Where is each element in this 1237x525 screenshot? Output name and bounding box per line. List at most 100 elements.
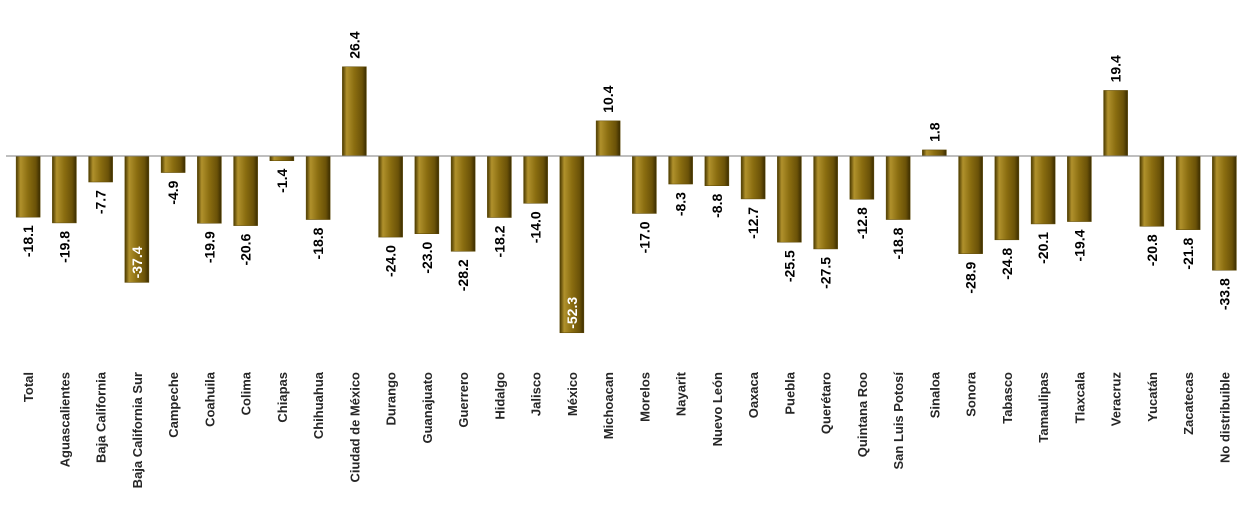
bar-chiapas xyxy=(269,155,295,161)
bar-no-distribuible xyxy=(1212,155,1237,271)
bar-quintana-roo xyxy=(849,155,875,200)
value-label-no-distribuible: -33.8 xyxy=(1216,278,1232,310)
bar-hidalgo xyxy=(487,155,512,218)
bar-coahuila xyxy=(197,155,222,224)
bar-puebla xyxy=(777,155,802,243)
category-label-guerrero: Guerrero xyxy=(456,372,471,428)
value-label-nuevo-leon: -8.8 xyxy=(709,194,725,218)
category-label-sinaloa: Sinaloa xyxy=(927,371,942,418)
category-label-chiapas: Chiapas xyxy=(275,372,290,423)
category-label-puebla: Puebla xyxy=(782,371,797,414)
value-labels-group: -18.1 -19.8 -7.7 -37.4 -4.9 -19.9 -20.6 -1.4 -18… xyxy=(20,31,1232,328)
category-label-san-luis-potosi: San Luis Potosí xyxy=(891,372,906,470)
category-label-jalisco: Jalisco xyxy=(529,372,544,416)
value-label-sinaloa: 1.8 xyxy=(926,122,942,142)
value-label-tabasco: -24.8 xyxy=(999,248,1015,280)
value-label-oaxaca: -12.7 xyxy=(745,207,761,239)
bar-yucatan xyxy=(1139,155,1165,227)
bar-durango xyxy=(378,155,403,238)
bar-total xyxy=(15,155,41,218)
category-label-quintana-roo: Quintana Roo xyxy=(855,372,870,457)
category-labels-group: Total Aguascalientes Baja California Baja C… xyxy=(21,371,1232,488)
category-label-durango: Durango xyxy=(384,372,399,426)
bar-veracruz xyxy=(1103,90,1128,157)
category-label-tabasco: Tabasco xyxy=(1000,372,1015,424)
category-label-mexico: México xyxy=(565,372,580,416)
bar-nuevo-leon xyxy=(704,155,730,186)
category-label-nayarit: Nayarit xyxy=(674,371,689,416)
category-label-sonora: Sonora xyxy=(964,371,979,417)
value-label-michoacan: 10.4 xyxy=(600,85,616,112)
category-label-nuevo-leon: Nuevo León xyxy=(710,372,725,446)
value-label-aguascalientes: -19.8 xyxy=(56,231,72,263)
bar-baja-california-sur xyxy=(124,155,150,283)
value-label-nayarit: -8.3 xyxy=(673,192,689,216)
category-label-queretaro: Querétaro xyxy=(819,372,834,434)
bar-san-luis-potosi xyxy=(885,155,911,220)
bar-zacatecas xyxy=(1175,155,1201,230)
value-label-ciudad-de-mexico: 26.4 xyxy=(346,31,362,58)
bar-campeche xyxy=(160,155,186,173)
value-label-mexico: -52.3 xyxy=(564,297,580,329)
category-label-campeche: Campeche xyxy=(166,372,181,438)
bar-morelos xyxy=(632,155,657,214)
value-label-chiapas: -1.4 xyxy=(274,169,290,193)
category-label-yucatan: Yucatán xyxy=(1145,372,1160,422)
value-label-puebla: -25.5 xyxy=(781,250,797,282)
category-label-total: Total xyxy=(21,372,36,402)
value-label-campeche: -4.9 xyxy=(165,180,181,204)
bar-jalisco xyxy=(523,155,548,204)
bar-guanajuato xyxy=(414,155,440,234)
category-label-morelos: Morelos xyxy=(637,372,652,422)
category-label-aguascalientes: Aguascalientes xyxy=(57,372,72,467)
value-label-veracruz: 19.4 xyxy=(1108,55,1124,82)
category-label-chihuahua: Chihuahua xyxy=(311,371,326,439)
value-label-yucatan: -20.8 xyxy=(1144,234,1160,266)
bar-oaxaca xyxy=(740,155,766,200)
category-label-baja-california-sur: Baja California Sur xyxy=(130,372,145,488)
value-label-queretaro: -27.5 xyxy=(818,257,834,289)
category-label-coahuila: Coahuila xyxy=(202,371,217,427)
value-label-chihuahua: -18.8 xyxy=(310,227,326,259)
category-label-tamaulipas: Tamaulipas xyxy=(1036,372,1051,443)
value-label-guerrero: -28.2 xyxy=(455,259,471,291)
value-label-colima: -20.6 xyxy=(238,233,254,265)
value-label-morelos: -17.0 xyxy=(636,221,652,253)
value-label-baja-california: -7.7 xyxy=(93,190,109,214)
value-label-tlaxcala: -19.4 xyxy=(1071,229,1087,261)
bar-michoacan xyxy=(595,120,621,157)
value-label-guanajuato: -23.0 xyxy=(419,242,435,274)
value-label-zacatecas: -21.8 xyxy=(1180,237,1196,269)
bar-sinaloa xyxy=(922,149,947,157)
category-label-veracruz: Veracruz xyxy=(1109,372,1124,427)
bar-chihuahua xyxy=(305,155,331,220)
bar-mexico xyxy=(559,155,585,334)
value-label-tamaulipas: -20.1 xyxy=(1035,232,1051,264)
category-label-ciudad-de-mexico: Ciudad de México xyxy=(347,372,362,483)
category-label-baja-california: Baja California xyxy=(94,371,109,463)
category-label-no-distribuible: No distribuible xyxy=(1217,372,1232,463)
category-label-zacatecas: Zacatecas xyxy=(1181,372,1196,435)
category-label-hidalgo: Hidalgo xyxy=(492,372,507,420)
value-label-quintana-roo: -12.8 xyxy=(854,207,870,239)
value-label-sonora: -28.9 xyxy=(963,261,979,293)
category-label-tlaxcala: Tlaxcala xyxy=(1072,371,1087,423)
category-label-oaxaca: Oaxaca xyxy=(746,371,761,418)
value-label-baja-california-sur: -37.4 xyxy=(129,246,145,278)
value-label-hidalgo: -18.2 xyxy=(491,225,507,257)
value-label-coahuila: -19.9 xyxy=(201,231,217,263)
category-label-guanajuato: Guanajuato xyxy=(420,372,435,444)
category-label-michoacan: Michoacan xyxy=(601,372,616,439)
value-label-total: -18.1 xyxy=(20,225,36,257)
value-label-durango: -24.0 xyxy=(383,245,399,277)
bars-group xyxy=(15,66,1237,334)
category-label-colima: Colima xyxy=(239,371,254,415)
bar-colima xyxy=(233,155,258,226)
bar-baja-california xyxy=(88,155,113,183)
bar-sonora xyxy=(958,155,983,254)
bar-tabasco xyxy=(994,155,1020,241)
bar-nayarit xyxy=(668,155,693,185)
bar-tlaxcala xyxy=(1067,155,1092,222)
value-label-san-luis-potosi: -18.8 xyxy=(890,227,906,259)
